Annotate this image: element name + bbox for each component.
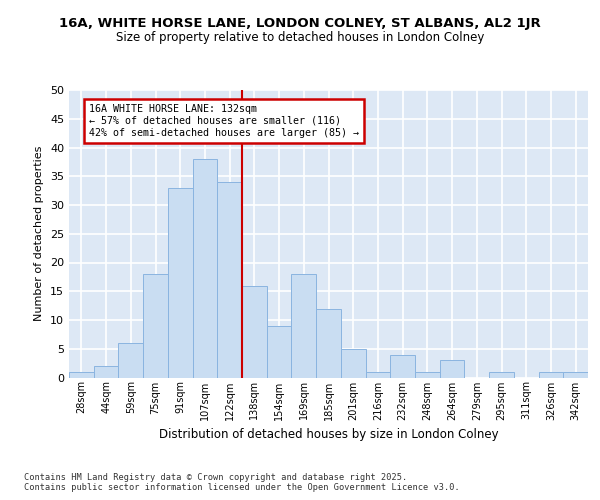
Bar (292, 274, 316, 378)
Bar (267, 326, 292, 378)
Bar (193, 159, 217, 378)
Bar (341, 349, 365, 378)
Y-axis label: Number of detached properties: Number of detached properties (34, 146, 44, 322)
Bar (415, 372, 440, 378)
Bar (94, 366, 118, 378)
Bar (365, 372, 390, 378)
Bar (316, 308, 341, 378)
Text: Contains public sector information licensed under the Open Government Licence v3: Contains public sector information licen… (24, 484, 460, 492)
X-axis label: Distribution of detached houses by size in London Colney: Distribution of detached houses by size … (158, 428, 499, 441)
Bar (168, 188, 193, 378)
Bar (242, 286, 267, 378)
Bar (563, 372, 588, 378)
Bar (539, 372, 563, 378)
Bar (440, 360, 464, 378)
Text: 16A, WHITE HORSE LANE, LONDON COLNEY, ST ALBANS, AL2 1JR: 16A, WHITE HORSE LANE, LONDON COLNEY, ST… (59, 18, 541, 30)
Text: 16A WHITE HORSE LANE: 132sqm
← 57% of detached houses are smaller (116)
42% of s: 16A WHITE HORSE LANE: 132sqm ← 57% of de… (89, 104, 359, 138)
Bar (118, 343, 143, 378)
Bar (390, 354, 415, 378)
Text: Contains HM Land Registry data © Crown copyright and database right 2025.: Contains HM Land Registry data © Crown c… (24, 472, 407, 482)
Bar (69, 372, 94, 378)
Bar (489, 372, 514, 378)
Text: Size of property relative to detached houses in London Colney: Size of property relative to detached ho… (116, 31, 484, 44)
Bar (143, 274, 168, 378)
Bar (217, 182, 242, 378)
